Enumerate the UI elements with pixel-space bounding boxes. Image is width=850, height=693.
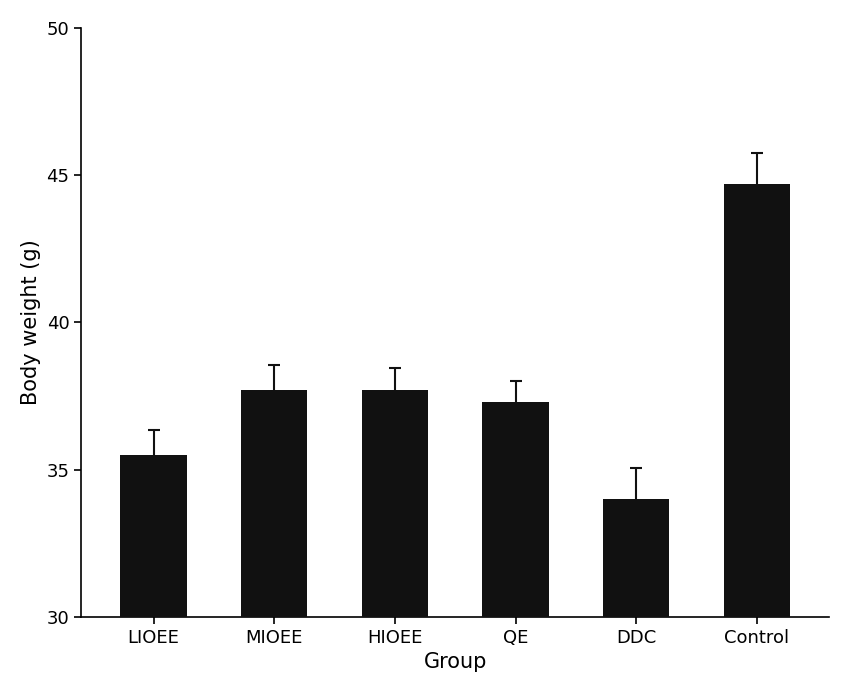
Bar <box>482 402 549 693</box>
Bar <box>603 499 669 693</box>
Y-axis label: Body weight (g): Body weight (g) <box>21 240 41 405</box>
Bar <box>723 184 790 693</box>
Bar <box>362 390 428 693</box>
Bar <box>241 390 308 693</box>
Bar <box>121 455 187 693</box>
X-axis label: Group: Group <box>423 652 487 672</box>
